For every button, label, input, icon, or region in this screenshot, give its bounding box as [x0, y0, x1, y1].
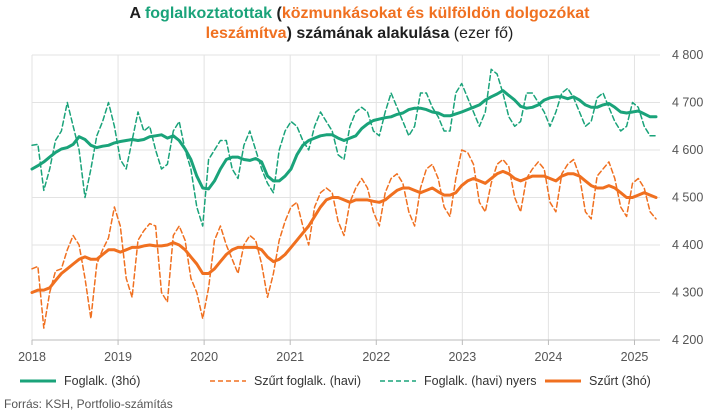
y-tick-label: 4 400: [672, 238, 703, 252]
legend-label: Szűrt foglalk. (havi): [254, 374, 361, 388]
series-line-3: [31, 68, 657, 227]
y-tick-label: 4 700: [672, 96, 703, 110]
y-tick-label: 4 800: [672, 48, 703, 62]
legend-swatch: [545, 379, 581, 383]
title-part-7: (ezer fő): [449, 25, 514, 42]
series-line-4: [30, 169, 658, 294]
legend-label: Foglalk. (havi) nyers: [424, 374, 537, 388]
legend-label: Szűrt (3hó): [589, 374, 651, 388]
legend-item-4: Szűrt (3hó): [545, 374, 651, 388]
x-tick-label: 2021: [276, 350, 304, 364]
title-part-1: A: [129, 5, 145, 22]
x-tick-label: 2022: [362, 350, 390, 364]
legend-swatch: [20, 379, 56, 383]
x-axis: 2018 2019 2020 2021 2022 2023 2024 2025: [18, 339, 660, 364]
series-line-2: [31, 149, 657, 329]
legend-item-1: Foglalk. (3hó): [20, 374, 140, 388]
y-tick-label: 4 600: [672, 143, 703, 157]
chart-title: A foglalkoztatottak (közmunkásokat és kü…: [0, 4, 719, 44]
legend-swatch: [380, 380, 416, 382]
source-note: Forrás: KSH, Portfolio-számítás: [4, 397, 173, 411]
title-part-3: (: [272, 5, 282, 22]
x-tick-label: 2025: [621, 350, 649, 364]
y-tick-label: 4 500: [672, 191, 703, 205]
title-part-6: ) számának alakulása: [286, 25, 450, 42]
title-part-4: közmunkásokat és külföldön dolgozókat: [281, 5, 590, 22]
legend-swatch: [210, 380, 246, 382]
series-group: [30, 68, 658, 329]
legend-item-2: Szűrt foglalk. (havi): [210, 374, 361, 388]
title-line-2: leszámítva) számának alakulása (ezer fő): [0, 24, 719, 44]
y-tick-label: 4 300: [672, 286, 703, 300]
title-line-1: A foglalkoztatottak (közmunkásokat és kü…: [0, 4, 719, 24]
title-part-5: leszámítva: [205, 25, 287, 42]
x-tick-label: 2019: [104, 350, 132, 364]
x-tick-label: 2024: [535, 350, 563, 364]
x-tick-label: 2023: [448, 350, 476, 364]
x-tick-label: 2020: [190, 350, 218, 364]
legend-item-3: Foglalk. (havi) nyers: [380, 374, 537, 388]
y-tick-label: 4 200: [672, 333, 703, 347]
legend: Foglalk. (3hó) Szűrt foglalk. (havi) Fogla…: [20, 374, 719, 392]
title-part-2: foglalkoztatottak: [144, 5, 273, 22]
series-line-1: [30, 89, 658, 191]
y-axis: 4 200 4 300 4 400 4 500 4 600 4 700 4 800: [672, 48, 703, 347]
x-tick-label: 2018: [18, 350, 46, 364]
legend-label: Foglalk. (3hó): [64, 374, 141, 388]
